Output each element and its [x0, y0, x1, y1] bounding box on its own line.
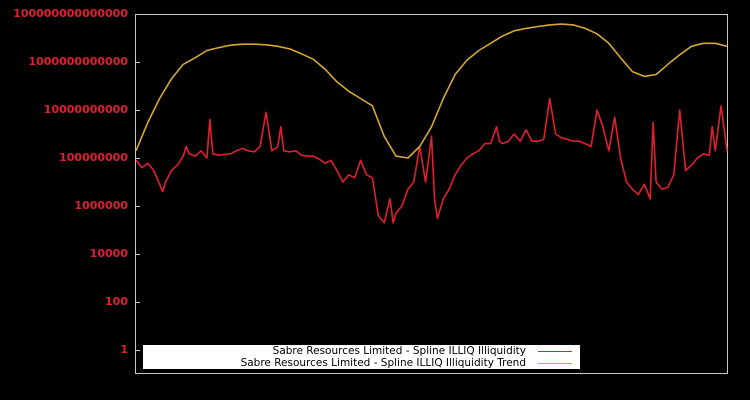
y-tick-label: 100000000 — [59, 151, 128, 164]
legend-label: Sabre Resources Limited - Spline ILLIQ I… — [272, 345, 526, 357]
y-tick-label: 10000000000 — [43, 103, 128, 116]
y-tick-label: 100000000000000 — [13, 7, 128, 20]
chart-legend: Sabre Resources Limited - Spline ILLIQ I… — [143, 345, 580, 369]
y-tick-label: 1 — [120, 343, 128, 356]
legend-label: Sabre Resources Limited - Spline ILLIQ I… — [240, 357, 526, 369]
illiquidity-trend-line — [135, 23, 728, 159]
y-tick-label: 10000 — [89, 247, 128, 260]
y-tick-label: 1000000 — [74, 199, 128, 212]
legend-item-illiquidity: Sabre Resources Limited - Spline ILLIQ I… — [273, 345, 580, 357]
illiquidity-line — [135, 97, 728, 224]
y-tick-marks — [136, 14, 140, 351]
plot-area — [135, 14, 728, 374]
legend-swatch-red — [538, 350, 572, 352]
y-tick-label: 100 — [105, 295, 128, 308]
y-tick-label: 1000000000000 — [28, 55, 129, 68]
legend-swatch-gold — [538, 362, 572, 364]
legend-item-trend: Sabre Resources Limited - Spline ILLIQ I… — [241, 357, 580, 369]
